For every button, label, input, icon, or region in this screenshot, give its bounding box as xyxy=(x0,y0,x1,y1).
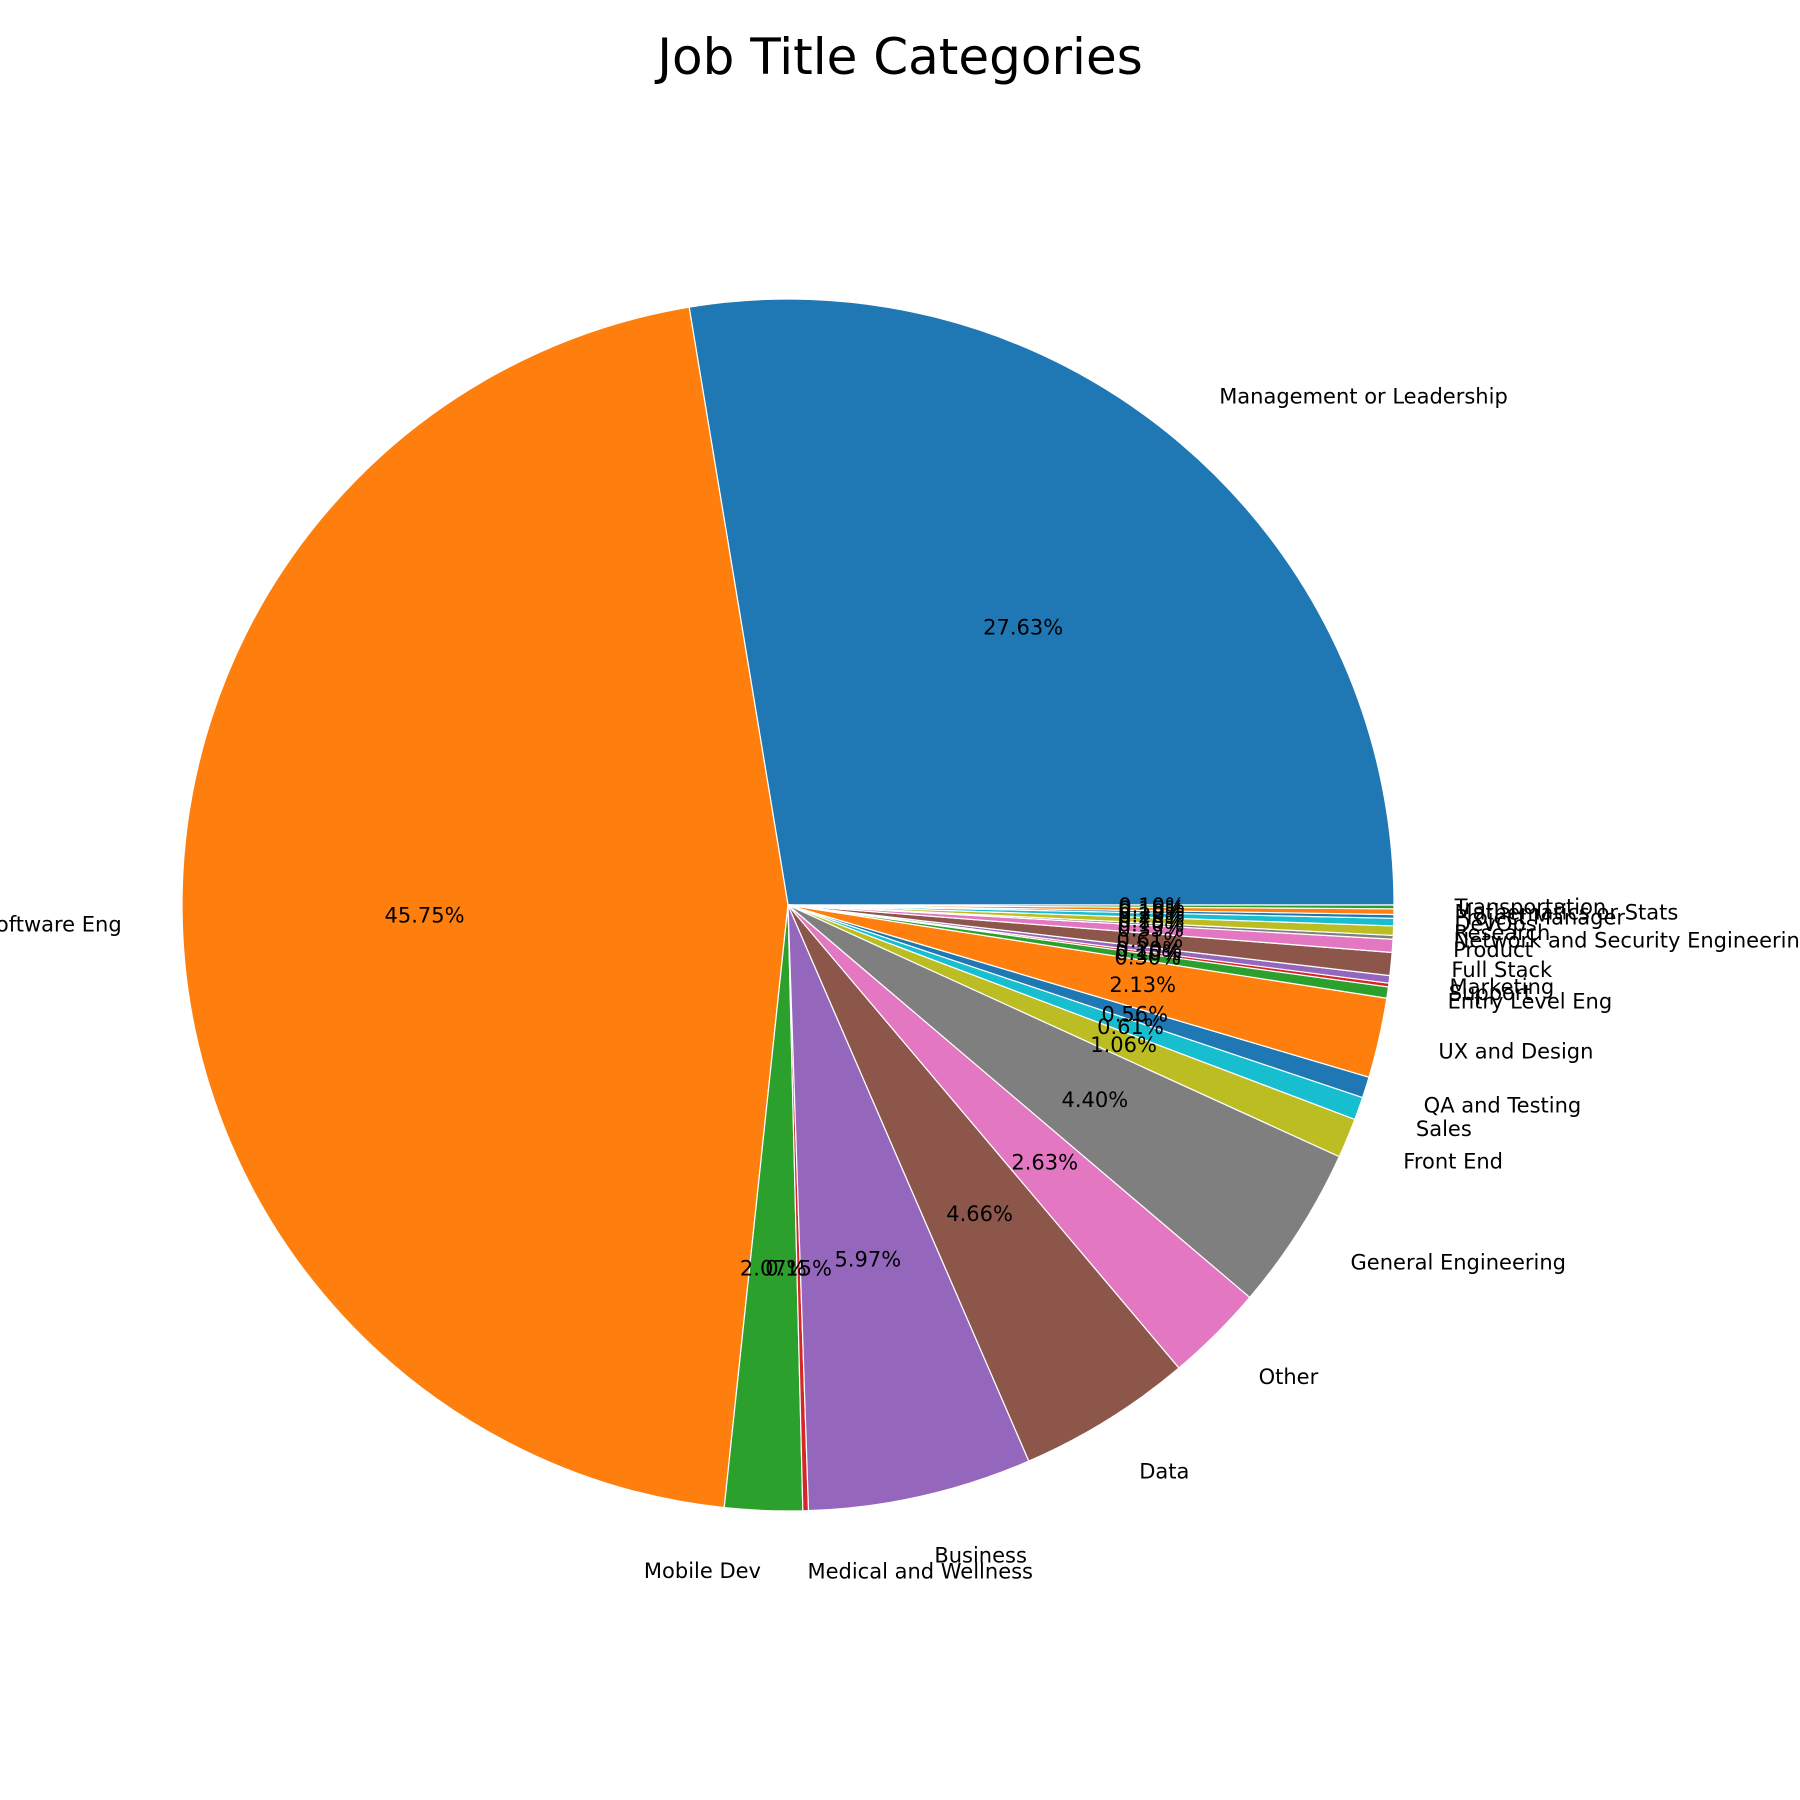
category-label-ux-and-design: UX and Design xyxy=(1438,1039,1593,1063)
pie-slice-data xyxy=(787,904,1180,1462)
category-label-devops: DevOps xyxy=(1454,912,1536,936)
category-label-marketing: Marketing xyxy=(1450,975,1555,999)
pct-label-product: 0.35% xyxy=(1117,918,1184,942)
category-labels: Management or Leadership Software Eng Mobi… xyxy=(0,385,1800,1584)
pct-label-mathematics-or-stats: 0.15% xyxy=(1118,897,1185,921)
pie-slice-business xyxy=(787,904,1030,1512)
pie-slice-software-eng xyxy=(181,306,789,1509)
category-label-data: Data xyxy=(1139,1460,1189,1484)
pct-label-other: 2.63% xyxy=(1011,1151,1078,1175)
pct-label-transportation: 0.10% xyxy=(1118,894,1185,918)
pct-label-management-or-leadership: 27.63% xyxy=(983,616,1063,640)
percent-labels: 27.63%45.75%2.07%0.15% 5.97%4.66%2.63%4.4… xyxy=(385,616,1185,1281)
pct-label-ux-and-design: 2.13% xyxy=(1109,973,1176,997)
pct-label-business: 5.97% xyxy=(834,1248,901,1272)
pct-label-project-manager: 0.10% xyxy=(1118,900,1185,924)
category-label-business: Business xyxy=(934,1543,1027,1567)
pct-label-medical-and-wellness: 0.15% xyxy=(765,1256,832,1280)
pct-label-marketing: 0.20% xyxy=(1115,938,1182,962)
pct-label-research: 0.25% xyxy=(1118,908,1185,932)
category-label-software-eng: Software Eng xyxy=(0,912,122,936)
category-label-qa-and-testing: QA and Testing xyxy=(1424,1094,1582,1118)
category-label-front-end: Front End xyxy=(1403,1149,1503,1173)
category-label-product: Product xyxy=(1453,938,1533,962)
category-label-other: Other xyxy=(1259,1365,1319,1389)
pie-slice-transportation xyxy=(787,904,1395,910)
pct-label-front-end: 1.06% xyxy=(1090,1033,1157,1057)
pie-slice-management-or-leadership xyxy=(688,298,1395,906)
pct-label-entry-level-eng: 0.30% xyxy=(1114,946,1181,970)
pct-label-data: 4.66% xyxy=(946,1202,1013,1226)
category-label-entry-level-eng: Entry Level Eng xyxy=(1448,989,1613,1013)
pct-label-sales: 0.61% xyxy=(1097,1015,1164,1039)
category-label-mobile-dev: Mobile Dev xyxy=(644,1559,761,1583)
category-label-support: Support xyxy=(1449,981,1532,1005)
category-label-medical-and-wellness: Medical and Wellness xyxy=(807,1559,1033,1583)
pct-label-qa-and-testing: 0.56% xyxy=(1101,1002,1168,1026)
pct-label-mobile-dev: 2.07% xyxy=(740,1256,807,1280)
pct-label-full-stack: 0.61% xyxy=(1117,928,1184,952)
pct-label-general-engineering: 4.40% xyxy=(1061,1088,1128,1112)
pct-label-network-and-security-engineering: 0.10% xyxy=(1118,912,1185,936)
chart-title: Job Title Categories xyxy=(657,28,1143,86)
pct-label-devops: 0.20% xyxy=(1118,903,1185,927)
pct-label-software-eng: 45.75% xyxy=(385,904,465,928)
category-label-research: Research xyxy=(1454,921,1550,945)
category-label-full-stack: Full Stack xyxy=(1451,958,1553,982)
category-label-sales: Sales xyxy=(1416,1117,1472,1141)
category-label-management-or-leadership: Management or Leadership xyxy=(1219,385,1508,409)
pie-slice-general-engineering xyxy=(787,904,1341,1299)
pct-label-support: 0.10% xyxy=(1115,941,1182,965)
category-label-transportation: Transportation xyxy=(1454,895,1607,919)
category-label-mathematics-or-stats: Mathematics or Stats xyxy=(1455,900,1679,924)
category-label-network-and-security-engineering: Network and Security Engineering xyxy=(1454,929,1800,953)
category-label-project-manager: Project Manager xyxy=(1454,906,1625,930)
pie-slices xyxy=(181,298,1395,1512)
category-label-general-engineering: General Engineering xyxy=(1351,1251,1566,1275)
